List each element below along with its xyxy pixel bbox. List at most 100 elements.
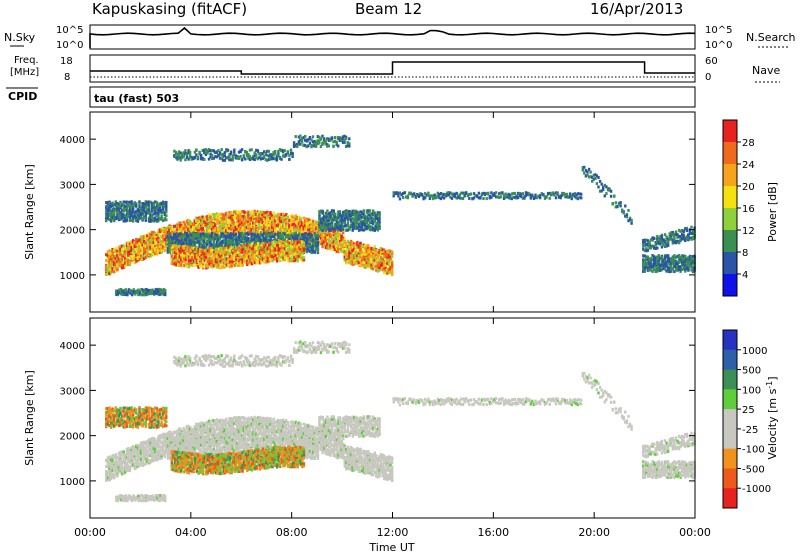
power-cell bbox=[108, 214, 111, 217]
power-cell bbox=[248, 225, 252, 229]
power-cell bbox=[263, 239, 266, 243]
power-cell bbox=[240, 223, 244, 227]
power-cell bbox=[353, 224, 356, 228]
power-cell bbox=[116, 253, 119, 257]
power-cell bbox=[387, 271, 391, 275]
power-cell bbox=[105, 206, 108, 210]
power-cell bbox=[196, 218, 200, 222]
power-cell bbox=[387, 262, 391, 266]
power-cell bbox=[193, 243, 196, 247]
power-cell bbox=[324, 246, 327, 249]
power-cell bbox=[173, 236, 176, 240]
power-cell bbox=[294, 218, 297, 221]
power-cell bbox=[222, 232, 225, 236]
power-cell bbox=[155, 250, 159, 254]
power-cell bbox=[253, 221, 256, 225]
power-cell bbox=[299, 227, 302, 231]
power-cell bbox=[291, 235, 294, 239]
power-cell bbox=[332, 218, 335, 222]
power-cell bbox=[228, 235, 231, 239]
power-cell bbox=[365, 265, 369, 269]
power-cell bbox=[367, 244, 370, 247]
power-cell bbox=[150, 203, 154, 207]
power-cell bbox=[105, 210, 108, 214]
power-cell bbox=[176, 234, 179, 238]
power-cell bbox=[342, 245, 345, 249]
power-cell bbox=[182, 231, 185, 235]
power-cell bbox=[360, 220, 364, 223]
power-cell bbox=[282, 238, 285, 242]
power-cell bbox=[165, 227, 168, 230]
power-cell bbox=[258, 209, 261, 213]
power-cell bbox=[286, 225, 290, 229]
power-cell bbox=[256, 212, 260, 216]
power-cell bbox=[368, 255, 372, 259]
power-cell bbox=[364, 216, 367, 220]
power-cell bbox=[323, 232, 326, 236]
power-cell bbox=[173, 255, 177, 259]
power-cell bbox=[207, 222, 211, 226]
power-cell bbox=[258, 211, 261, 215]
power-cell bbox=[125, 200, 129, 204]
power-cell bbox=[130, 211, 133, 215]
power-cell bbox=[119, 264, 122, 268]
power-cell bbox=[201, 243, 204, 247]
power-cell bbox=[162, 226, 165, 230]
power-cell bbox=[119, 257, 122, 261]
power-cell bbox=[310, 251, 313, 255]
power-cell bbox=[130, 254, 133, 258]
power-cell bbox=[335, 217, 339, 221]
power-cell bbox=[162, 200, 165, 204]
power-cell bbox=[157, 214, 160, 218]
power-cell bbox=[342, 247, 345, 251]
power-cell bbox=[217, 238, 220, 242]
power-cell bbox=[304, 243, 307, 247]
power-cell bbox=[293, 247, 296, 251]
freq-tick-top: 18 bbox=[60, 56, 73, 67]
power-cell bbox=[184, 226, 187, 229]
power-cell bbox=[160, 250, 163, 254]
power-cell bbox=[210, 245, 214, 249]
power-cell bbox=[186, 250, 189, 254]
power-cell bbox=[365, 245, 369, 249]
power-cell bbox=[272, 228, 275, 232]
power-cell bbox=[253, 216, 256, 220]
power-cell bbox=[209, 240, 212, 244]
power-cell bbox=[225, 221, 228, 225]
power-cell bbox=[132, 242, 135, 246]
power-cell bbox=[327, 222, 331, 226]
power-cell bbox=[255, 237, 258, 241]
power-cell bbox=[236, 223, 239, 227]
power-cell bbox=[237, 240, 241, 244]
power-cell bbox=[326, 218, 329, 222]
power-cell bbox=[307, 220, 310, 224]
power-cell bbox=[248, 239, 252, 243]
power-cell bbox=[321, 236, 324, 240]
power-cell bbox=[138, 208, 141, 212]
power-cell bbox=[150, 238, 154, 242]
power-cell bbox=[354, 211, 357, 215]
power-cell bbox=[324, 211, 327, 215]
power-cell bbox=[147, 206, 151, 209]
power-cell bbox=[258, 222, 261, 226]
power-cell bbox=[207, 231, 211, 235]
power-cell bbox=[332, 240, 335, 244]
power-cell bbox=[144, 200, 147, 204]
power-cell bbox=[212, 225, 215, 229]
power-cell bbox=[304, 236, 307, 240]
power-cell bbox=[109, 252, 113, 256]
power-cell bbox=[199, 225, 203, 229]
power-cell bbox=[342, 237, 345, 241]
power-cell bbox=[207, 229, 211, 233]
power-cell bbox=[220, 230, 223, 234]
power-cell bbox=[373, 265, 376, 268]
power-cell bbox=[105, 272, 108, 276]
power-cell bbox=[368, 260, 372, 264]
power-cell bbox=[282, 232, 285, 235]
power-cell bbox=[285, 218, 288, 222]
power-cell bbox=[186, 265, 189, 269]
power-cell bbox=[228, 213, 231, 217]
power-cell bbox=[146, 211, 149, 215]
power-cell bbox=[207, 213, 211, 217]
power-cell bbox=[125, 207, 129, 211]
